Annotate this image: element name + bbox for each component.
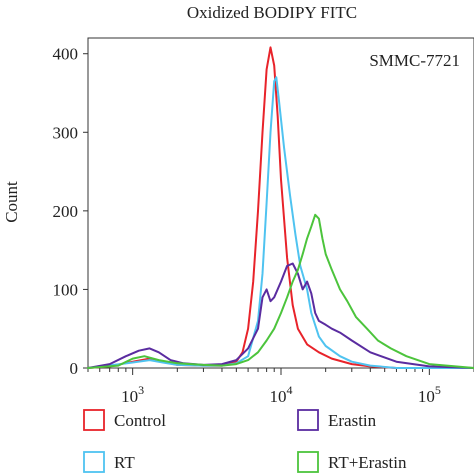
x-axis-ticks: 103 104 105 (87, 368, 474, 406)
legend-swatch-control (83, 409, 105, 431)
x-tick-label: 105 (418, 383, 441, 406)
y-tick-label: 200 (53, 202, 79, 221)
legend: Control Erastin RT RT+Erastin (83, 409, 407, 473)
plot-area-frame (87, 37, 474, 369)
y-tick-label: 400 (53, 45, 79, 64)
series-line-rt (87, 76, 474, 369)
y-tick-label: 300 (53, 123, 79, 142)
x-tick-label: 103 (121, 383, 144, 406)
legend-label-erastin: Erastin (328, 411, 377, 430)
sample-annotation: SMMC-7721 (369, 51, 460, 70)
y-axis-label: Count (2, 181, 21, 223)
legend-swatch-erastin (297, 409, 319, 431)
y-tick-label: 0 (70, 359, 79, 378)
series-line-control (87, 46, 474, 369)
legend-swatch-rt-erastin (297, 451, 319, 473)
series-lines (87, 46, 474, 369)
legend-swatch-rt (83, 451, 105, 473)
y-tick-label: 100 (53, 280, 79, 299)
y-axis-ticks: 0 100 200 300 400 (53, 45, 88, 378)
legend-label-control: Control (114, 411, 166, 430)
series-line-rt-erastin (87, 213, 474, 369)
legend-label-rt: RT (114, 453, 135, 472)
x-tick-label: 104 (270, 383, 293, 406)
legend-label-rt-erastin: RT+Erastin (328, 453, 407, 472)
series-line-erastin (87, 262, 474, 369)
chart-title: Oxidized BODIPY FITC (187, 3, 357, 22)
